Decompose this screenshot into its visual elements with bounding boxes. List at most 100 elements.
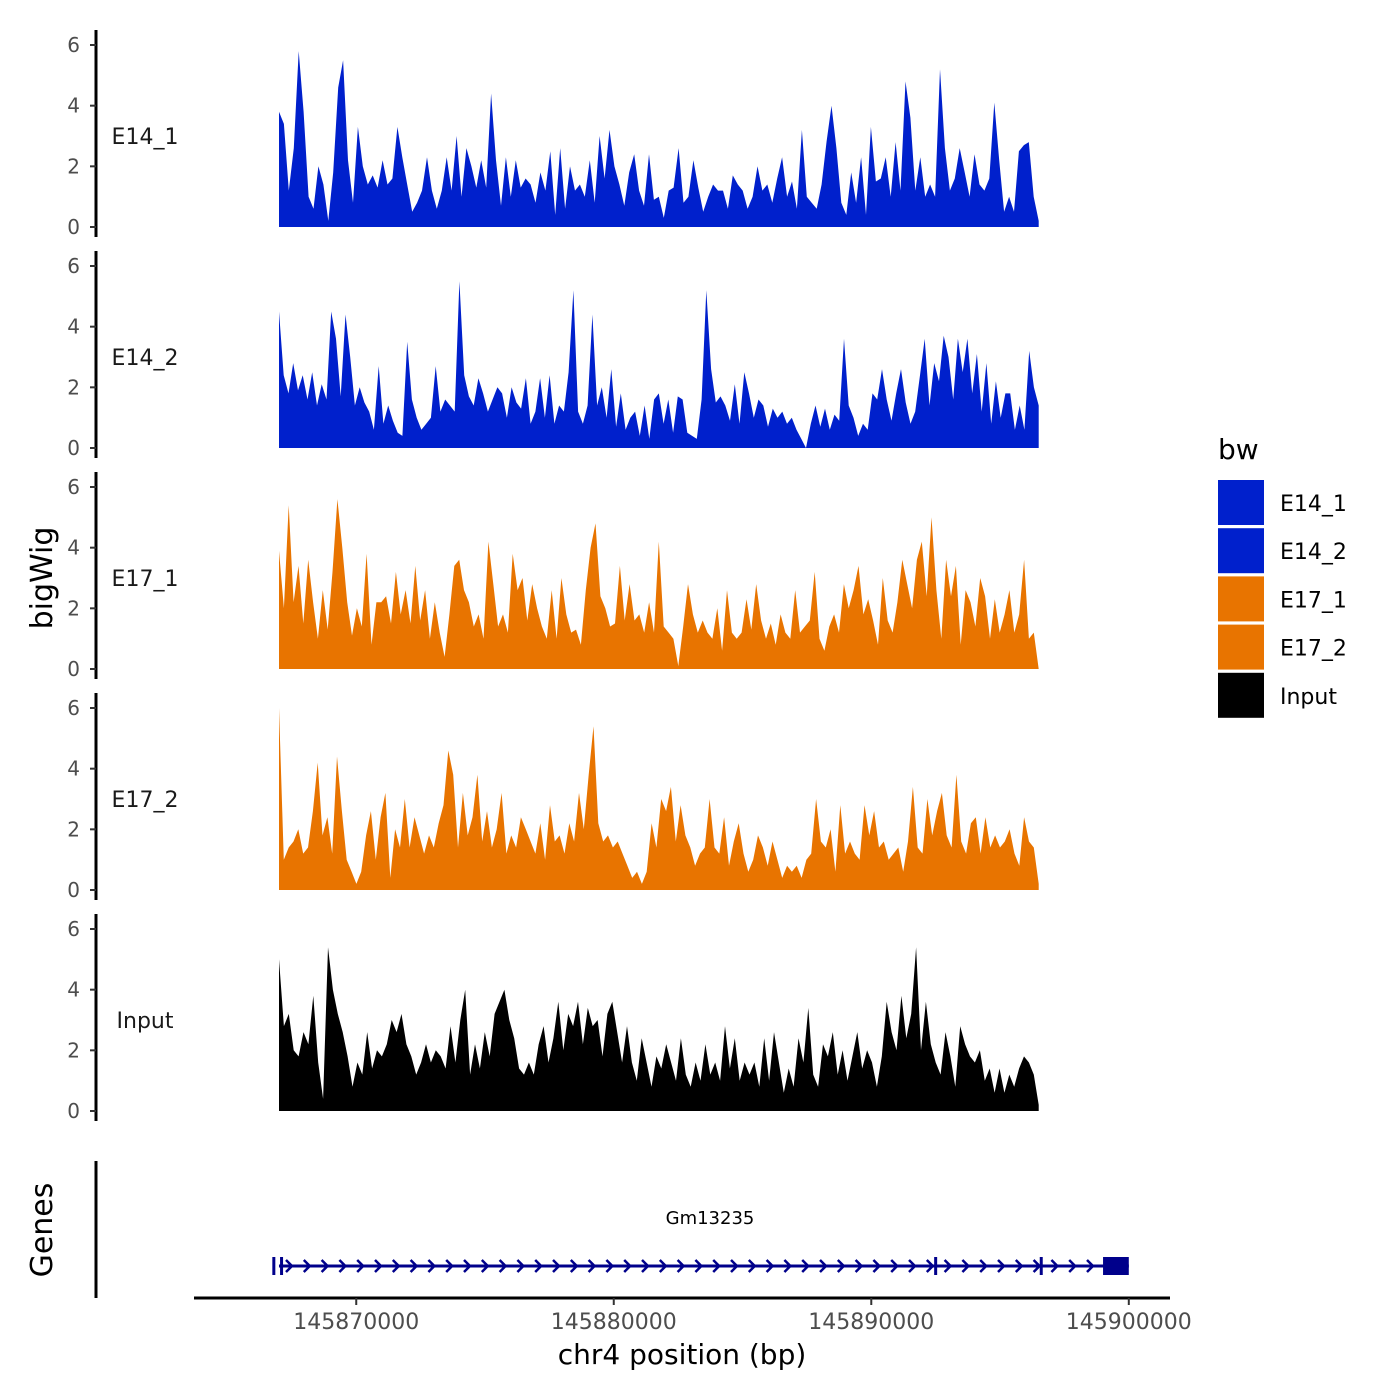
strand-arrow [1032, 1259, 1042, 1273]
area-E14_1 [279, 51, 1039, 227]
y-tick-label: 0 [67, 1099, 80, 1123]
y-tick-label: 0 [67, 657, 80, 681]
genes-axis-label: Genes [25, 1183, 60, 1278]
y-tick-label: 6 [67, 33, 80, 57]
strand-arrow [676, 1259, 686, 1273]
strand-arrow [1050, 1259, 1060, 1273]
legend-label: E14_2 [1280, 540, 1347, 565]
legend-label: E17_2 [1280, 637, 1347, 662]
strand-arrow [836, 1259, 846, 1273]
track-label: E14_2 [112, 346, 179, 371]
strand-arrow [623, 1259, 632, 1273]
track-E14_1: 0 2 4 6 E14_1 [67, 30, 1039, 239]
strand-arrow [997, 1259, 1006, 1273]
strand-arrow [979, 1259, 988, 1273]
y-tick-label: 6 [67, 696, 80, 720]
strand-arrow [783, 1259, 793, 1273]
y-axis-label: bigWig [25, 527, 60, 630]
x-axis-ticks: 145870000 145880000 145890000 145900000 [293, 1298, 1192, 1335]
strand-arrow [1086, 1259, 1095, 1273]
track-label: E14_1 [112, 125, 179, 150]
strand-arrow [285, 1259, 294, 1273]
strand-arrow [409, 1259, 419, 1273]
legend-swatch [1218, 480, 1264, 525]
legend-title: bw [1218, 433, 1259, 466]
strand-arrow [374, 1259, 383, 1273]
track-label: E17_2 [112, 788, 179, 813]
x-tick-label: 145900000 [1066, 1310, 1192, 1335]
legend-swatch [1218, 576, 1264, 622]
y-tick-label: 6 [67, 254, 80, 278]
y-tick-label: 4 [67, 757, 80, 781]
y-tick-label: 0 [67, 436, 80, 460]
y-tick-label: 4 [67, 536, 80, 560]
x-tick-label: 145890000 [808, 1310, 934, 1335]
gene-track [272, 1257, 1129, 1275]
strand-arrow [712, 1259, 721, 1273]
strand-arrow [925, 1259, 935, 1273]
strand-arrow [730, 1259, 739, 1273]
y-tick-label: 4 [67, 315, 80, 339]
strand-arrow [338, 1259, 348, 1273]
y-tick-label: 2 [67, 375, 80, 399]
y-tick-label: 6 [67, 475, 80, 499]
y-tick-label: 0 [67, 215, 80, 239]
strand-arrow [552, 1259, 561, 1273]
strand-arrow [302, 1259, 312, 1273]
y-tick-label: 4 [67, 94, 80, 118]
exon-block [1103, 1257, 1129, 1275]
track-E17_2: 0 2 4 6 E17_2 [67, 693, 1039, 902]
strand-arrow [890, 1259, 899, 1273]
area-E14_2 [279, 281, 1039, 448]
y-tick-label: 0 [67, 878, 80, 902]
strand-arrow [391, 1259, 401, 1273]
track-panels: 0 2 4 6 E14_1 0 2 4 6 E14_2 0 2 4 6 E17_1 0 2 4 6 E17_2 0 2 4 6… [67, 30, 1039, 1123]
strand-arrow [605, 1259, 615, 1273]
legend-swatch [1218, 528, 1264, 574]
strand-arrow [872, 1259, 882, 1273]
strand-arrow [1068, 1259, 1077, 1273]
strand-arrow [943, 1259, 953, 1273]
gene-name-label: Gm13235 [666, 1208, 755, 1229]
y-tick-label: 2 [67, 817, 80, 841]
strand-arrow [694, 1259, 704, 1273]
strand-arrow [641, 1259, 650, 1273]
legend-label: E14_1 [1280, 492, 1347, 517]
strand-arrow [765, 1259, 775, 1273]
y-tick-label: 2 [67, 596, 80, 620]
area-E17_2 [279, 708, 1039, 890]
strand-arrow [747, 1259, 757, 1273]
strand-arrow [801, 1259, 810, 1273]
strand-arrow [908, 1259, 917, 1273]
x-tick-label: 145870000 [293, 1310, 419, 1335]
y-tick-label: 2 [67, 154, 80, 178]
strand-arrow [819, 1259, 828, 1273]
strand-arrow [587, 1259, 597, 1273]
area-Input [279, 947, 1039, 1111]
legend-label: Input [1280, 685, 1337, 710]
strand-arrow [445, 1259, 454, 1273]
legend-label: E17_1 [1280, 588, 1347, 613]
track-E17_1: 0 2 4 6 E17_1 [67, 472, 1039, 681]
y-tick-label: 6 [67, 917, 80, 941]
legend-swatch [1218, 672, 1264, 718]
strand-arrow [320, 1259, 330, 1273]
strand-arrow [463, 1259, 472, 1273]
legend-swatch [1218, 624, 1264, 670]
track-E14_2: 0 2 4 6 E14_2 [67, 251, 1039, 460]
y-tick-label: 4 [67, 978, 80, 1002]
legend: bw E14_1 E14_2 E17_1 E17_2 Input [1218, 433, 1347, 718]
strand-arrow [1014, 1259, 1024, 1273]
strand-arrow [658, 1259, 668, 1273]
x-tick-label: 145880000 [551, 1310, 677, 1335]
strand-arrow [427, 1259, 437, 1273]
x-axis-label: chr4 position (bp) [558, 1338, 807, 1371]
strand-arrow [480, 1259, 490, 1273]
track-label: Input [117, 1009, 174, 1034]
strand-arrow [516, 1259, 526, 1273]
strand-arrow [498, 1259, 508, 1273]
strand-arrow [356, 1259, 365, 1273]
strand-arrow [961, 1259, 971, 1273]
strand-arrow [534, 1259, 543, 1273]
